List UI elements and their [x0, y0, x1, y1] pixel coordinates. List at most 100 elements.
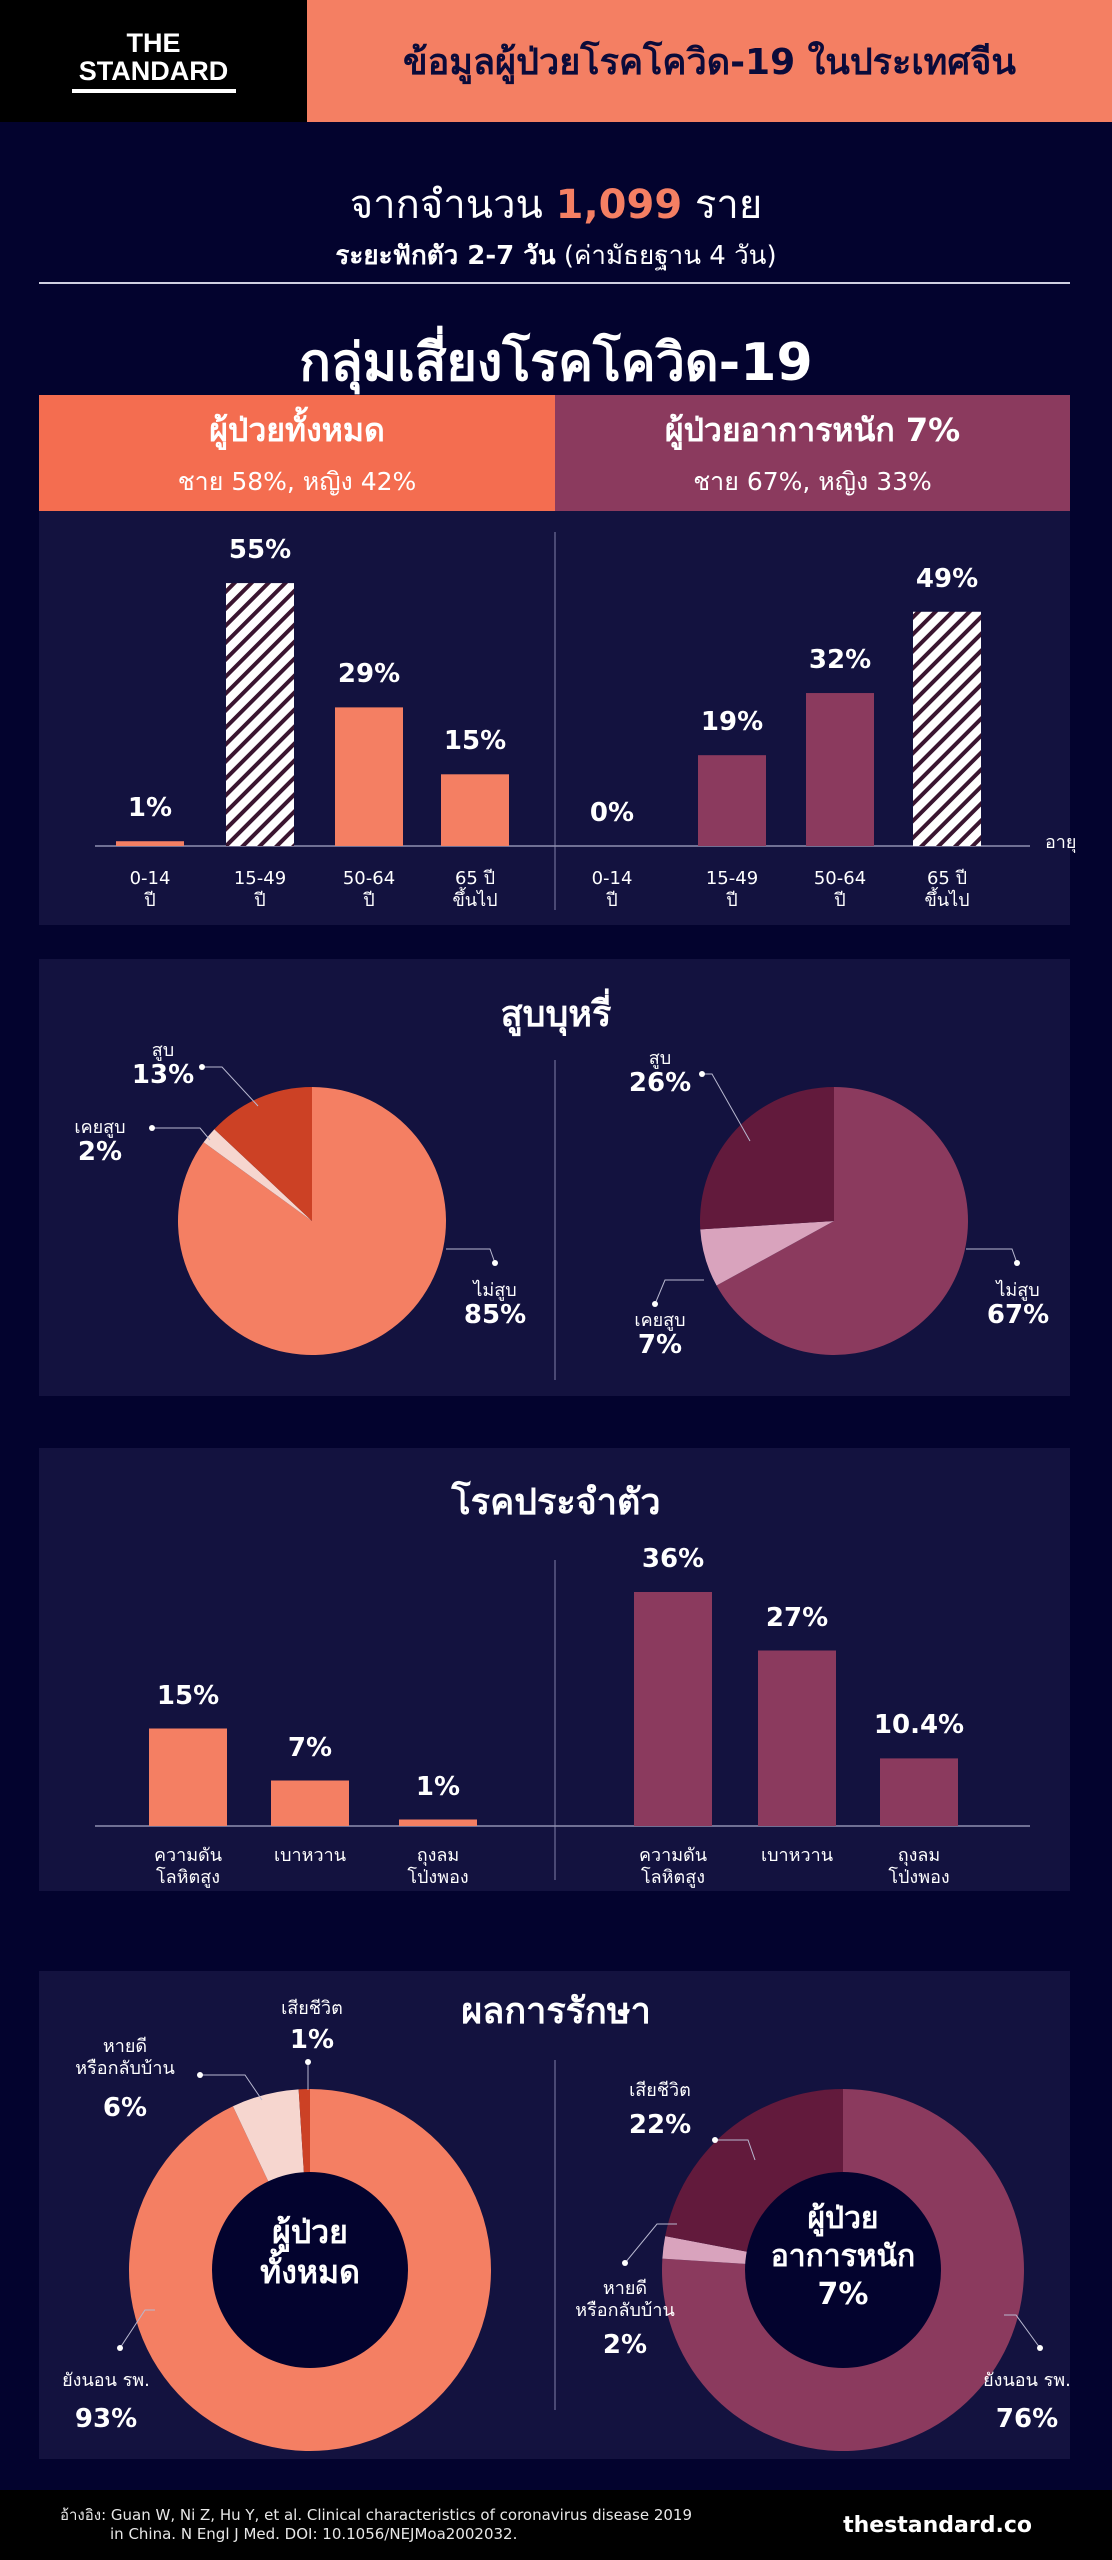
count-value: 1,099	[555, 182, 683, 228]
bar	[758, 1650, 836, 1826]
pie-value: 26%	[628, 1068, 692, 1098]
donut-label: เสียชีวิต	[629, 2080, 691, 2101]
leader-line	[966, 1248, 1018, 1264]
group-title: ผู้ป่วยอาการหนัก 7%	[664, 410, 961, 449]
outcome-title: ผลการรักษา	[461, 1991, 651, 2032]
leader-dot	[305, 2059, 311, 2065]
bar	[634, 1592, 712, 1826]
donut-center-label: ผู้ป่วย ทั้งหมด	[260, 2213, 360, 2291]
bar-value-label: 1%	[127, 793, 173, 824]
group-title: ผู้ป่วยทั้งหมด	[209, 410, 385, 449]
pie-value: 67%	[986, 1300, 1050, 1330]
incubation-period: ระยะฟักตัว 2-7 วัน (ค่ามัธยฐาน 4 วัน)	[335, 235, 776, 276]
category-label: 50-64 ปี	[813, 868, 867, 911]
donut-label: ยังนอน รพ.	[983, 2370, 1071, 2391]
donut-value: 22%	[628, 2110, 692, 2140]
bar-value-label: 27%	[765, 1602, 829, 1633]
pie-slice	[178, 1087, 447, 1356]
donut-hole	[745, 2172, 941, 2368]
logo-text-standard: STANDARD	[78, 56, 229, 86]
pie-value: 85%	[463, 1300, 527, 1330]
category-label: เบาหวาน	[273, 1845, 347, 1866]
category-label: 0-14 ปี	[129, 868, 171, 911]
bar-value-label: 29%	[337, 659, 401, 690]
leader-line	[1004, 2314, 1041, 2349]
category-label: ความดัน โลหิตสูง	[153, 1845, 223, 1888]
category-label: ถุงลม โป่งพอง	[888, 1845, 950, 1888]
pie-label: ไม่สูบ	[996, 1280, 1040, 1301]
page-title: ข้อมูลผู้ป่วยโรคโควิด-19 ในประเทศจีน	[307, 0, 1112, 122]
logo[interactable]: THE STANDARD	[0, 0, 307, 122]
category-label: ถุงลม โป่งพอง	[407, 1845, 469, 1888]
logo-underline	[71, 89, 236, 93]
site-link[interactable]: thestandard.co	[843, 2513, 1032, 2538]
leader-line	[654, 1279, 704, 1305]
leader-dot	[149, 1125, 155, 1131]
donut-label: เสียชีวิต	[281, 1998, 343, 2019]
pie-value: 7%	[637, 1330, 683, 1360]
leader-dot	[622, 2260, 628, 2266]
count-prefix: จากจำนวน	[349, 182, 543, 228]
pie-slice	[214, 1087, 312, 1221]
bar-value-label: 0%	[589, 798, 635, 828]
disease-title: โรคประจำตัว	[451, 1482, 661, 1523]
category-label: 15-49 ปี	[233, 868, 287, 911]
leader-dot	[1014, 1260, 1020, 1266]
axis-label-age: อายุ	[1045, 832, 1077, 853]
logo-text-the: THE	[126, 28, 181, 58]
category-label: เบาหวาน	[760, 1845, 834, 1866]
section-title: กลุ่มเสี่ยงโรคโควิด-19	[299, 333, 813, 393]
bar-value-label: 15%	[156, 1680, 220, 1711]
reference: อ้างอิง: Guan W, Ni Z, Hu Y, et al. Clin…	[60, 2506, 692, 2544]
bar	[913, 611, 981, 846]
smoking-title: สูบบุหรี่	[500, 994, 612, 1035]
bar	[441, 774, 509, 846]
pie-slice	[700, 1221, 834, 1286]
donut-value: 93%	[74, 2404, 138, 2434]
incubation-median: (ค่ามัธยฐาน 4 วัน)	[563, 241, 777, 271]
bar	[806, 693, 874, 846]
donut-label: หายดี หรือกลับบ้าน	[75, 2036, 175, 2079]
bar	[399, 1819, 477, 1826]
pie-label: สูบ	[648, 1048, 672, 1069]
bar	[226, 583, 294, 846]
leader-line	[624, 2223, 677, 2264]
category-label: 50-64 ปี	[342, 868, 396, 911]
leader-line	[702, 1073, 751, 1142]
bar-value-label: 32%	[808, 645, 872, 676]
leader-dot	[699, 1071, 705, 1077]
category-label: 65 ปี ขึ้นไป	[924, 868, 970, 911]
pie-label: เคยสูบ	[74, 1117, 126, 1138]
bar-value-label: 36%	[641, 1544, 705, 1574]
category-label: ความดัน โลหิตสูง	[638, 1845, 708, 1888]
donut-value: 1%	[289, 2025, 335, 2055]
group-header-all: ผู้ป่วยทั้งหมด ชาย 58%, หญิง 42%	[39, 395, 555, 511]
bar	[880, 1758, 958, 1826]
pie-slice	[699, 1087, 834, 1230]
leader-line	[715, 2139, 756, 2161]
leader-dot	[492, 1260, 498, 1266]
leader-line	[202, 1066, 259, 1107]
leader-dot	[1037, 2345, 1043, 2351]
bar	[698, 755, 766, 846]
bar	[335, 707, 403, 846]
reference-line: อ้างอิง: Guan W, Ni Z, Hu Y, et al. Clin…	[60, 2506, 692, 2524]
leader-line	[119, 2309, 155, 2349]
bar-value-label: 10.4%	[873, 1710, 965, 1741]
count-suffix: ราย	[694, 182, 763, 228]
pie-slice	[716, 1087, 969, 1356]
bar-value-label: 7%	[287, 1732, 333, 1763]
group-header-severe: ผู้ป่วยอาการหนัก 7% ชาย 67%, หญิง 33%	[555, 395, 1070, 511]
bar	[271, 1780, 349, 1826]
donut-value: 76%	[995, 2404, 1059, 2434]
group-gender: ชาย 67%, หญิง 33%	[693, 466, 932, 496]
donut-center-label: ผู้ป่วย อาการหนัก 7%	[770, 2201, 916, 2312]
category-label: 65 ปี ขึ้นไป	[452, 868, 498, 911]
donut-value: 6%	[102, 2093, 148, 2123]
leader-dot	[652, 1301, 658, 1307]
donut-label: หายดี หรือกลับบ้าน	[575, 2278, 675, 2321]
bar-value-label: 15%	[443, 726, 507, 757]
leader-line	[152, 1127, 211, 1141]
bar	[116, 841, 184, 846]
